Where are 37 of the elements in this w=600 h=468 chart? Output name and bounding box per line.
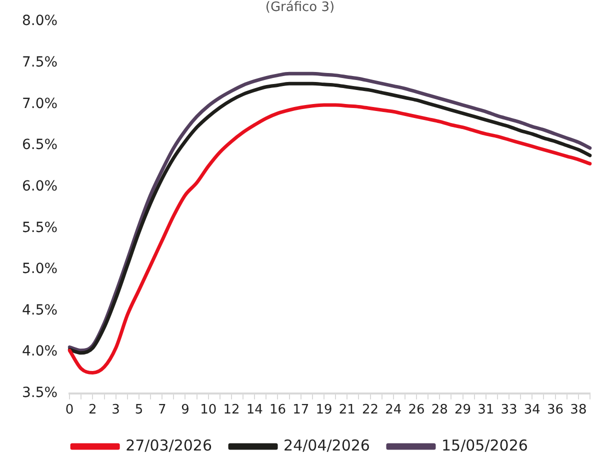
y-tick-label: 6.5% — [22, 137, 58, 154]
x-tick-label: 0 — [65, 402, 74, 418]
x-tick-label: 22 — [362, 402, 379, 418]
y-tick-label: 8.0% — [22, 13, 58, 30]
x-tick-label: 36 — [547, 402, 564, 418]
x-tick-label: 3 — [112, 402, 120, 418]
x-tick-label: 34 — [524, 402, 540, 418]
x-tick-label: 10 — [200, 402, 217, 418]
x-tick-label: 31 — [478, 402, 494, 418]
x-tick-label: 24 — [385, 402, 402, 418]
chart-title: (Gráfico 3) — [265, 0, 335, 16]
legend-label: 24/04/2026 — [284, 436, 370, 454]
x-tick-label: 26 — [408, 402, 425, 418]
x-tick-label: 5 — [134, 402, 144, 418]
y-tick-label: 4.5% — [22, 302, 58, 318]
y-tick-label: 3.5% — [22, 385, 58, 402]
x-tick-label: 29 — [454, 402, 472, 418]
x-tick-label: 7 — [158, 402, 166, 418]
y-tick-label: 7.0% — [22, 96, 58, 112]
x-tick-label: 17 — [292, 402, 310, 418]
x-tick-label: 14 — [246, 402, 263, 418]
y-tick-label: 4.0% — [22, 344, 58, 360]
x-tick-label: 33 — [500, 402, 518, 418]
x-tick-label: 38 — [570, 402, 587, 418]
x-tick-label: 28 — [431, 402, 448, 418]
x-tick-label: 19 — [316, 402, 332, 418]
x-tick-label: 9 — [181, 402, 190, 418]
y-tick-label: 7.5% — [22, 54, 58, 71]
y-tick-label: 6.0% — [22, 178, 58, 194]
x-tick-label: 2 — [88, 402, 97, 418]
x-tick-label: 12 — [223, 402, 240, 418]
y-tick-label: 5.5% — [22, 220, 58, 236]
x-tick-label: 16 — [269, 402, 286, 418]
legend-label: 15/05/2026 — [441, 436, 528, 454]
legend-label: 27/03/2026 — [126, 436, 212, 454]
x-tick-label: 21 — [338, 402, 356, 418]
y-tick-label: 5.0% — [22, 261, 58, 278]
